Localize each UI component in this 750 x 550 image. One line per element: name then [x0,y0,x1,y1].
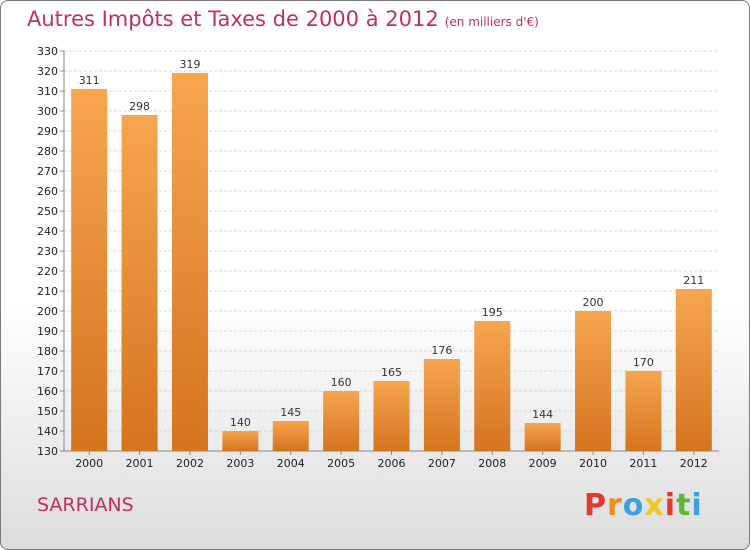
x-tick-label-2011: 2011 [629,457,657,470]
y-tick-label: 250 [37,205,58,218]
value-label-2009: 144 [532,408,553,421]
bar-2010 [575,311,612,451]
y-tick-label: 200 [37,305,58,318]
x-tick-label-2009: 2009 [529,457,557,470]
bar-2011 [625,371,662,451]
value-label-2011: 170 [633,356,654,369]
x-tick-label-2007: 2007 [428,457,456,470]
y-tick-label: 240 [37,225,58,238]
y-tick-label: 180 [37,345,58,358]
bar-2008 [474,321,511,451]
y-tick-label: 230 [37,245,58,258]
proxiti-logo: Proxiti [584,488,703,523]
bar-2009 [524,423,561,451]
x-tick-label-2006: 2006 [378,457,406,470]
y-tick-label: 320 [37,65,58,78]
bar-2003 [222,431,259,451]
logo-letter: x [644,488,665,523]
y-tick-label: 270 [37,165,58,178]
x-tick-label-2000: 2000 [75,457,103,470]
y-tick-label: 160 [37,385,58,398]
chart-title: Autres Impôts et Taxes de 2000 à 2012 (en… [27,7,539,31]
value-label-2004: 145 [280,406,301,419]
bar-2012 [675,289,712,451]
logo-letter: i [664,488,677,523]
location-label: SARRIANS [37,494,134,516]
y-tick-label: 280 [37,145,58,158]
chart-subtitle: (en milliers d'€) [444,15,539,29]
value-label-2007: 176 [431,344,452,357]
value-label-2001: 298 [129,100,150,113]
bar-2001 [121,115,158,451]
value-label-2006: 165 [381,366,402,379]
bars [71,73,712,451]
x-tick-label-2001: 2001 [126,457,154,470]
y-tick-label: 220 [37,265,58,278]
bar-2005 [323,391,360,451]
chart-title-text: Autres Impôts et Taxes de 2000 à 2012 [27,7,439,31]
value-label-2012: 211 [683,274,704,287]
logo-letter: P [584,488,607,523]
value-label-2010: 200 [583,296,604,309]
y-tick-label: 150 [37,405,58,418]
x-tick-label-2012: 2012 [680,457,708,470]
y-tick-label: 310 [37,85,58,98]
y-tick-label: 260 [37,185,58,198]
y-tick-label: 190 [37,325,58,338]
value-label-2005: 160 [331,376,352,389]
logo-letter: i [691,488,703,523]
value-label-2003: 140 [230,416,251,429]
y-tick-label: 300 [37,105,58,118]
bar-2004 [272,421,309,451]
value-label-2008: 195 [482,306,503,319]
logo-letter: o [622,488,645,523]
bar-2002 [171,73,208,451]
y-tick-label: 140 [37,425,58,438]
bar-2006 [373,381,410,451]
value-label-2002: 319 [179,58,200,71]
x-tick-label-2002: 2002 [176,457,204,470]
y-tick-label: 170 [37,365,58,378]
y-tick-label: 290 [37,125,58,138]
y-tick-label: 130 [37,445,58,458]
x-tick-label-2008: 2008 [478,457,506,470]
x-tick-label-2010: 2010 [579,457,607,470]
bar-2007 [423,359,460,451]
y-tick-label: 210 [37,285,58,298]
y-tick-label: 330 [37,45,58,58]
x-tick-label-2004: 2004 [277,457,305,470]
labels: 130 140 150 160 170 180 190 200 210 220 230 240 250 2… [37,45,708,470]
logo-letter: t [676,488,692,523]
bar-2000 [71,89,108,451]
value-label-2000: 311 [79,74,100,87]
x-tick-label-2005: 2005 [327,457,355,470]
x-tick-label-2003: 2003 [226,457,254,470]
logo-letter: r [607,488,623,523]
